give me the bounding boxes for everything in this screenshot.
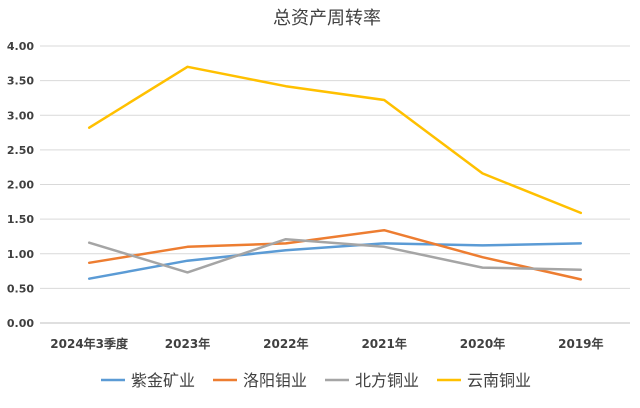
series-line: [87, 65, 583, 215]
legend: 紫金矿业 洛阳钼业 北方铜业 云南铜业: [101, 371, 531, 390]
series-line: [87, 242, 583, 280]
y-tick-label: 3.50: [7, 75, 34, 88]
x-tick-label: 2019年: [558, 336, 603, 351]
y-tick-label: 2.00: [7, 179, 34, 192]
chart-title: 总资产周转率: [273, 8, 381, 29]
y-axis-ticks: 0.00 0.50 1.00 1.50 2.00 2.50 3.00 3.50 4.00: [7, 40, 34, 330]
y-tick-label: 0.50: [7, 282, 34, 295]
y-tick-label: 1.50: [7, 213, 34, 226]
x-tick-label: 2024年3季度: [50, 336, 129, 351]
y-tick-label: 3.00: [7, 109, 34, 122]
x-tick-label: 2023年: [165, 336, 210, 351]
legend-label: 云南铜业: [467, 371, 531, 390]
gridlines: [40, 45, 630, 324]
y-tick-label: 1.00: [7, 248, 34, 261]
x-axis-ticks: 2024年3季度 2023年 2022年 2021年 2020年 2019年: [50, 336, 603, 351]
y-tick-label: 0.00: [7, 317, 34, 330]
y-tick-label: 2.50: [7, 144, 34, 157]
legend-label: 北方铜业: [355, 371, 419, 390]
x-tick-label: 2021年: [361, 336, 406, 351]
legend-label: 洛阳钼业: [243, 371, 307, 390]
y-tick-label: 4.00: [7, 40, 34, 53]
series-line: [87, 228, 583, 281]
x-tick-label: 2022年: [263, 336, 308, 351]
legend-label: 紫金矿业: [131, 371, 195, 390]
x-tick-label: 2020年: [460, 336, 505, 351]
series-line: [87, 237, 583, 274]
series-lines: [87, 65, 583, 281]
